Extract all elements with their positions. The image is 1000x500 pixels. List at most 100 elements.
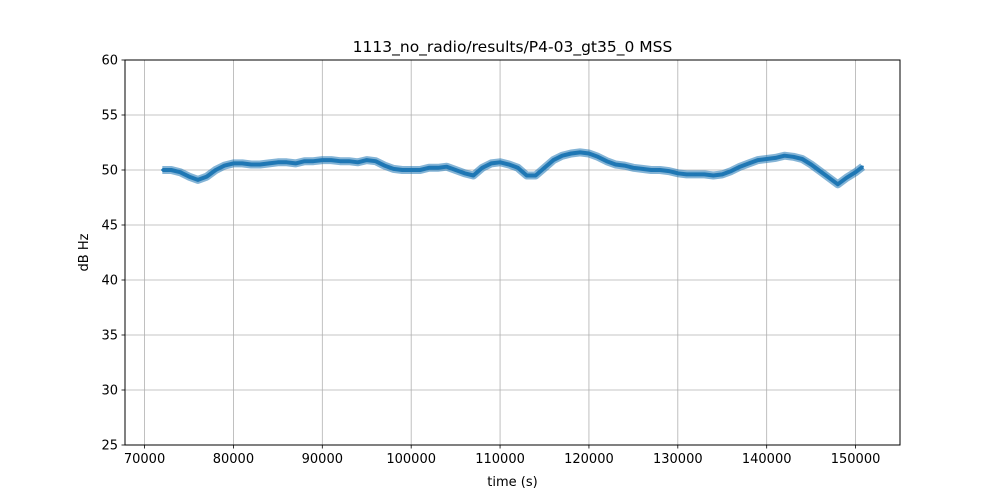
x-tick-label: 120000: [564, 452, 614, 467]
data-point: [845, 176, 848, 179]
data-point: [543, 166, 546, 169]
y-tick-label: 40: [101, 274, 118, 289]
data-point: [338, 160, 342, 163]
data-point: [312, 160, 315, 163]
data-point: [747, 162, 751, 165]
data-point: [578, 151, 582, 154]
data-point: [329, 158, 333, 162]
y-tick-label: 45: [101, 219, 118, 234]
data-point: [641, 167, 644, 171]
data-point: [587, 152, 591, 155]
data-point: [809, 163, 813, 166]
data-point: [801, 157, 804, 161]
data-point: [516, 166, 520, 169]
data-point: [614, 163, 617, 166]
data-point: [703, 173, 706, 176]
data-point: [463, 172, 466, 175]
data-point: [783, 154, 786, 157]
data-point: [223, 164, 226, 167]
data-point: [605, 160, 608, 163]
data-point: [383, 164, 386, 167]
data-point: [569, 152, 573, 155]
x-tick-label: 90000: [302, 452, 343, 467]
data-point: [498, 161, 502, 164]
data-point: [534, 174, 537, 177]
data-point: [365, 158, 368, 162]
x-tick-label: 130000: [653, 452, 703, 467]
data-point: [827, 176, 831, 179]
data-point: [472, 174, 475, 177]
data-point: [454, 168, 457, 172]
data-point: [267, 162, 271, 165]
data-point: [756, 158, 759, 162]
data-point: [649, 168, 653, 172]
data-point: [409, 168, 413, 172]
x-axis-ticks: 70000 80000 90000 100000 110000 120000 130000 1…: [124, 445, 881, 467]
data-point: [232, 162, 235, 165]
data-point: [561, 154, 564, 157]
y-tick-label: 60: [101, 54, 118, 69]
data-point: [729, 169, 733, 173]
data-point: [445, 165, 448, 168]
data-point: [170, 168, 173, 172]
series-group: [161, 148, 866, 189]
y-tick-label: 30: [101, 384, 118, 399]
data-point: [481, 166, 484, 169]
x-tick-label: 150000: [831, 452, 881, 467]
data-point: [258, 163, 262, 166]
data-point: [596, 155, 600, 158]
y-tick-label: 25: [101, 439, 118, 454]
data-point: [214, 168, 217, 172]
data-point: [525, 174, 528, 177]
data-point: [356, 161, 360, 164]
data-point: [392, 167, 395, 171]
data-point: [721, 173, 724, 176]
data-point: [161, 168, 164, 172]
data-point: [738, 165, 742, 168]
data-point: [694, 173, 697, 176]
y-tick-label: 55: [101, 109, 118, 124]
data-point: [774, 156, 777, 160]
y-axis-ticks: 25 30 35 40 45 50 55 60: [101, 54, 125, 454]
y-tick-label: 35: [101, 329, 118, 344]
data-point: [418, 168, 422, 172]
data-point: [489, 162, 493, 165]
data-point: [285, 161, 288, 164]
data-point: [685, 173, 688, 176]
data-point: [507, 163, 511, 166]
data-point: [196, 178, 200, 182]
data-point: [187, 175, 191, 178]
plot-frame: [124, 59, 901, 446]
data-point: [552, 158, 555, 162]
data-point: [658, 168, 662, 172]
data-point: [712, 174, 715, 177]
data-point: [303, 160, 306, 163]
data-point: [836, 183, 839, 186]
x-tick-label: 80000: [213, 452, 254, 467]
x-tick-label: 110000: [475, 452, 525, 467]
data-point: [667, 169, 671, 173]
x-tick-label: 100000: [386, 452, 436, 467]
data-point: [321, 158, 324, 162]
y-tick-label: 50: [101, 164, 118, 179]
x-tick-label: 140000: [742, 452, 792, 467]
y-axis-label: dB Hz: [77, 233, 92, 271]
data-point: [205, 175, 208, 178]
data-point: [241, 162, 244, 165]
data-point: [676, 172, 680, 175]
data-point: [861, 165, 864, 168]
data-point: [374, 160, 377, 163]
data-point: [792, 155, 795, 158]
data-point: [347, 160, 351, 163]
x-axis-label: time (s): [487, 475, 537, 490]
data-point: [250, 163, 253, 166]
data-point: [854, 171, 857, 174]
data-point: [765, 157, 768, 161]
data-point: [436, 166, 440, 169]
data-point: [178, 171, 182, 174]
data-point: [632, 166, 635, 169]
chart-title: 1113_no_radio/results/P4-03_gt35_0 MSS: [353, 38, 673, 57]
x-tick-label: 70000: [124, 452, 165, 467]
